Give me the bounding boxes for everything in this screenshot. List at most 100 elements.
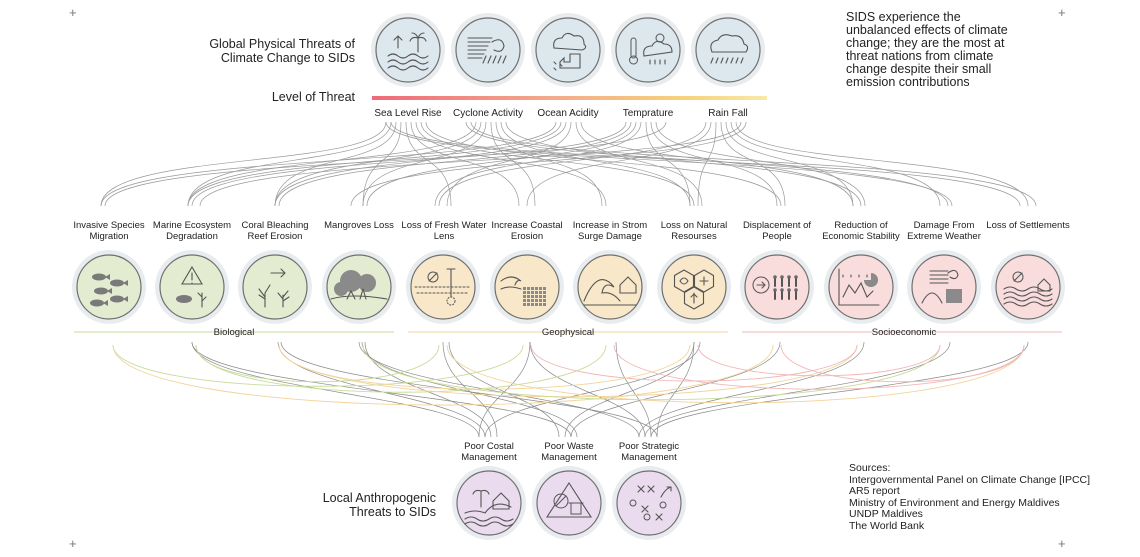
impact-circle xyxy=(406,250,480,324)
source-line: AR5 report xyxy=(849,485,900,497)
threat-label-sea-level: Sea Level Rise xyxy=(374,108,442,119)
threat-impact-link xyxy=(505,121,862,207)
threat-impact-link xyxy=(274,121,397,207)
corner-mark: + xyxy=(1058,5,1066,20)
threat-impact-link xyxy=(650,121,778,207)
impact-label-surge: Increase in Strom Surge Damage xyxy=(572,220,648,242)
coast-icon xyxy=(464,489,514,527)
threat-impact-link xyxy=(385,121,953,207)
threat-impact-link xyxy=(720,121,786,207)
source-line: UNDP Maldives xyxy=(849,508,923,520)
rain-icon xyxy=(710,34,749,64)
threat-impact-link xyxy=(500,121,691,207)
impact-circle xyxy=(740,250,814,324)
ocean-acidity-icon xyxy=(553,32,587,71)
local-impact-link xyxy=(564,341,695,438)
local-threat-circle xyxy=(612,466,686,540)
connector-lines xyxy=(74,121,1062,438)
local-impact-link xyxy=(448,341,560,438)
impact-relation-arc xyxy=(112,344,524,387)
erosion-icon xyxy=(500,276,546,306)
strategy-icon xyxy=(629,485,672,521)
local-impact-link xyxy=(358,341,640,438)
threat-impact-link xyxy=(199,121,742,207)
local-impact-link xyxy=(191,341,572,438)
mangrove-icon xyxy=(330,270,388,300)
local-label-coastal: Poor Costal Management xyxy=(461,441,517,463)
threat-circle xyxy=(451,13,525,87)
displacement-icon xyxy=(752,275,798,300)
local-threat-circle xyxy=(532,466,606,540)
impact-label-mangroves: Mangroves Loss xyxy=(324,220,394,231)
impact-circle xyxy=(907,250,981,324)
threat-impact-link xyxy=(425,121,782,207)
impact-label-coral: Coral Bleaching Reef Erosion xyxy=(241,220,309,242)
impact-relation-arc xyxy=(697,344,941,377)
economy-icon xyxy=(838,268,880,306)
local-impact-link xyxy=(638,341,865,438)
waste-icon xyxy=(545,481,593,518)
impact-relation-arc xyxy=(195,344,440,383)
impact-circle xyxy=(238,250,312,324)
local-impact-link xyxy=(644,341,951,438)
local-impact-link xyxy=(656,341,695,438)
threat-circle xyxy=(611,13,685,87)
threat-impact-link xyxy=(278,121,632,207)
temperature-icon xyxy=(629,33,673,65)
local-threat-circle xyxy=(452,466,526,540)
impact-circle xyxy=(573,250,647,324)
threat-impact-link xyxy=(526,121,712,207)
category-geophysical: Geophysical xyxy=(541,327,595,338)
impact-relation-arc xyxy=(278,344,691,390)
impact-circle xyxy=(824,250,898,324)
threat-impact-link xyxy=(274,121,567,207)
threat-impact-link xyxy=(191,121,627,207)
threat-impact-link xyxy=(438,121,707,207)
threat-label-temperature: Temprature xyxy=(622,108,674,119)
impact-label-freshwater: Loss of Fresh Water Lens xyxy=(401,220,487,242)
impact-label-marine: Marine Ecosystem Degradation xyxy=(152,220,232,242)
threat-impact-link xyxy=(465,121,949,207)
threat-impact-link xyxy=(725,121,854,207)
local-threats-title: Local Anthropogenic Threats to SIDs xyxy=(322,491,436,519)
impact-label-resources: Loss on Natural Resourses xyxy=(660,220,728,242)
impact-relation-arc xyxy=(613,344,1025,390)
threat-impact-link xyxy=(446,121,572,207)
fish-icon xyxy=(90,273,128,307)
threat-circle xyxy=(691,13,765,87)
sids-note: SIDS experience the unbalanced effects o… xyxy=(846,10,1008,89)
level-of-threat-label: Level of Threat xyxy=(271,90,355,104)
threat-impact-link xyxy=(434,121,642,207)
impact-label-extreme-weather: Damage From Extreme Weather xyxy=(907,220,981,242)
source-line: Intergovernmental Panel on Climate Chang… xyxy=(849,473,1091,486)
local-label-waste: Poor Waste Management xyxy=(541,441,597,463)
threat-impact-link xyxy=(366,121,637,207)
threat-impact-link xyxy=(350,121,747,207)
cyclone-icon xyxy=(467,37,507,64)
threat-level-gradient xyxy=(372,96,767,100)
impact-relation-arc xyxy=(780,344,1025,383)
sources-block: Sources: Intergovernmental Panel on Clim… xyxy=(849,462,1109,532)
category-socioeconomic: Socioeconomic xyxy=(871,327,937,338)
impact-label-invasive: Invasive Species Migration xyxy=(73,220,145,242)
threat-impact-link xyxy=(100,121,387,207)
water-lens-icon xyxy=(414,268,472,306)
local-impact-link xyxy=(615,341,652,438)
threat-impact-link xyxy=(580,121,854,207)
threat-label-cyclone: Cyclone Activity xyxy=(452,108,524,119)
impact-circle xyxy=(657,250,731,324)
local-impact-link xyxy=(191,341,480,438)
threat-impact-link xyxy=(104,121,667,207)
impact-relation-arc xyxy=(362,344,941,401)
settlement-icon xyxy=(1003,271,1053,307)
corner-mark: + xyxy=(69,5,77,20)
threat-impact-link xyxy=(735,121,1029,207)
threat-impact-link xyxy=(655,121,866,207)
local-impact-link xyxy=(529,341,646,438)
resources-icon xyxy=(673,269,715,310)
threat-impact-link xyxy=(730,121,941,207)
threat-impact-link xyxy=(575,121,703,207)
warning-icon xyxy=(176,265,207,308)
sources-heading: Sources: xyxy=(849,462,891,474)
